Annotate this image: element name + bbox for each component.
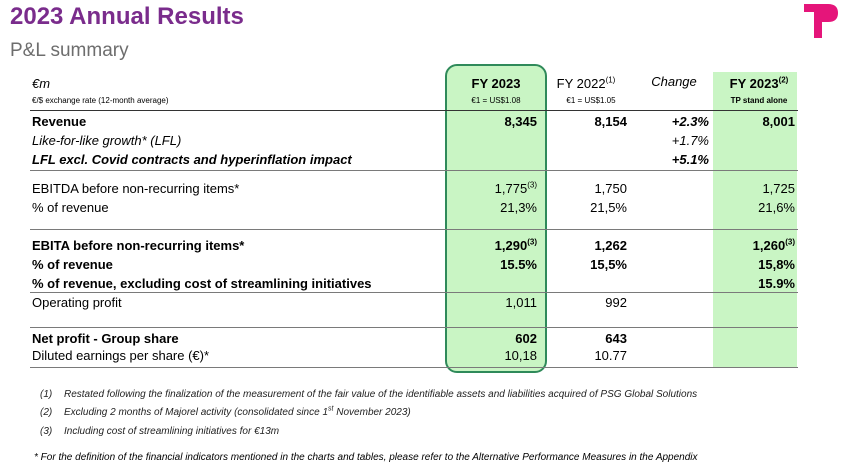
row-label: % of revenue, excluding cost of streamli… [32, 276, 372, 291]
footnote-text: Including cost of streamlining initiativ… [64, 426, 280, 437]
cell-text: 1,260 [752, 238, 786, 253]
cell-value: 602 [515, 331, 537, 346]
highlight-column [445, 64, 547, 373]
rule [30, 292, 798, 293]
cell-value: 15,8% [758, 257, 795, 272]
row-label: LFL excl. Covid contracts and hyperinfla… [32, 152, 352, 167]
rule [30, 327, 798, 328]
row-label: Operating profit [32, 295, 122, 310]
row-label: Diluted earnings per share (€)* [32, 348, 210, 363]
column-sub: TP stand alone [730, 96, 788, 105]
column-sup: (2) [778, 75, 789, 85]
cell-value: 21,3% [500, 200, 537, 215]
column-sup: (1) [605, 75, 616, 85]
footnote-part: Excluding 2 months of Majorel activity (… [64, 407, 329, 418]
row-label: EBITDA before non-recurring items* [32, 181, 240, 196]
cell-value: 1,775(3) [445, 181, 537, 197]
rule [30, 110, 798, 111]
cell-value: +2.3% [671, 114, 709, 129]
row-label: EBITA before non-recurring items* [32, 238, 245, 253]
footnote-note: * For the definition of the financial in… [34, 452, 698, 463]
cell-value: 21,6% [758, 200, 795, 215]
column-label: Change [651, 74, 697, 89]
footnote-marker: (1) [40, 389, 53, 400]
row-label: Revenue [32, 114, 87, 129]
cell-sup: (3) [785, 237, 795, 247]
cell-value: 10.77 [594, 348, 627, 363]
column-sub: €1 = US$1.08 [471, 96, 521, 105]
cell-value: 992 [605, 295, 627, 310]
cell-value: 1,262 [594, 238, 627, 253]
rule [30, 367, 798, 368]
rule [30, 229, 798, 230]
cell-value: 1,011 [505, 295, 537, 310]
cell-value: 8,345 [504, 114, 537, 129]
logo [804, 4, 838, 38]
footnote-marker: (2) [40, 407, 53, 418]
footnote-text: Restated following the finalization of t… [64, 389, 698, 400]
column-header: FY 2022(1) [540, 76, 632, 92]
cell-value: 643 [605, 331, 627, 346]
cell-value: 15,5% [590, 257, 627, 272]
unit: €m [32, 76, 51, 91]
column-header: FY 2023 [445, 76, 547, 92]
cell-value: 1,725 [762, 181, 795, 196]
column-label: FY 2022 [556, 76, 606, 91]
column-header: Change [627, 74, 721, 90]
cell-text: 1,775 [494, 181, 528, 196]
footnote-part: November 2023) [333, 407, 411, 418]
rule [30, 170, 798, 171]
cell-value: 8,154 [594, 114, 627, 129]
column-header: FY 2023(2) [713, 76, 805, 92]
tp-column [713, 72, 797, 368]
cell-value: +1.7% [671, 133, 709, 148]
footnote-text: Excluding 2 months of Majorel activity (… [64, 405, 411, 418]
subtitle: P&L summary [10, 40, 129, 61]
column-sub: €1 = US$1.05 [566, 96, 616, 105]
cell-sup: (3) [527, 237, 537, 247]
cell-text: 1,290 [494, 238, 528, 253]
row-label: % of revenue [32, 257, 113, 272]
cell-value: 15.5% [500, 257, 537, 272]
unit-note: €/$ exchange rate (12-month average) [32, 96, 169, 105]
cell-value: 15.9% [758, 276, 795, 291]
cell-value: 1,290(3) [445, 238, 537, 254]
cell-value: 8,001 [762, 114, 795, 129]
footnote-marker: (3) [40, 426, 53, 437]
row-label: % of revenue [32, 200, 109, 215]
cell-sup: (3) [527, 180, 537, 190]
column-label: FY 2023 [471, 76, 521, 91]
cell-value: 1,260(3) [713, 238, 795, 254]
cell-value: 21,5% [590, 200, 627, 215]
column-label: FY 2023 [729, 76, 779, 91]
cell-value: 10,18 [504, 348, 537, 363]
logo-shape [804, 4, 838, 38]
cell-value: +5.1% [671, 152, 709, 167]
footnote-sup: st [328, 405, 334, 413]
cell-value: 1,750 [594, 181, 627, 196]
row-label: Like-for-like growth* (LFL) [32, 133, 182, 148]
row-label: Net profit - Group share [32, 331, 179, 346]
title: 2023 Annual Results [10, 3, 244, 30]
